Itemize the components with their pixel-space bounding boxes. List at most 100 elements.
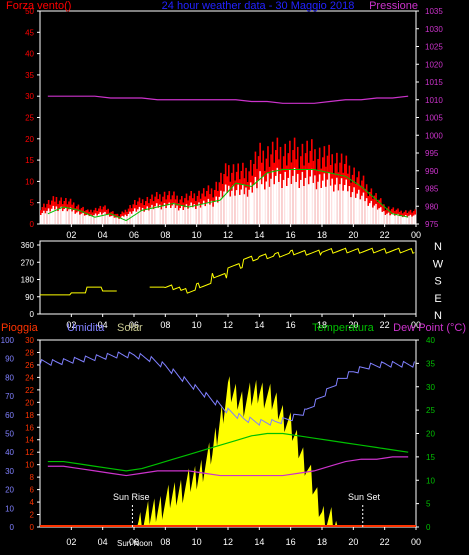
wind-min-bar [124, 214, 127, 224]
x-tick-label: 10 [192, 230, 202, 240]
wind-avg-line [47, 168, 409, 222]
wind-min-bar [340, 178, 343, 224]
wind-axis-label: Forza vento() [6, 0, 71, 12]
wind-min-bar [179, 208, 182, 224]
direction-axis-ticks: 0 90 180 270 360 [21, 241, 40, 319]
wind-min-bar [157, 207, 160, 224]
wind-min-bar [154, 206, 156, 224]
wind-min-bar [318, 174, 321, 224]
wind-min-bar [149, 207, 152, 224]
humidity-temperature-marks [39, 351, 416, 527]
x-tick-label: 00 [411, 320, 421, 330]
wind-min-bar [235, 190, 238, 224]
wind-min-bar [409, 214, 412, 224]
wind-min-bar [110, 216, 113, 224]
pressure-tick-label: 1035 [425, 7, 443, 16]
wind-min-bar [148, 210, 150, 224]
humidity-tick-label: 90 [5, 355, 14, 364]
wind-min-bar [107, 214, 109, 224]
wind-min-bar [57, 211, 59, 224]
wind-min-bar [281, 188, 283, 224]
wind-min-bar [337, 190, 340, 224]
wind-min-bar [405, 215, 407, 224]
wind-min-bar [383, 211, 385, 224]
wind-min-bar [251, 192, 254, 224]
wind-min-bar [256, 188, 258, 224]
humidity-line [39, 351, 415, 426]
wind-min-bar [224, 184, 227, 224]
pressure-tick-label: 1015 [425, 78, 443, 87]
wind-min-bar [311, 168, 313, 224]
pressure-axis-label: Pressione [369, 0, 418, 12]
pressure-tick-label: 1030 [425, 25, 443, 34]
wind-pressure-panel: 24 hour weather data - 30 Maggio 2018 Fo… [6, 0, 443, 240]
wind-min-bar [58, 208, 61, 224]
temperature-tick-label: 30 [426, 383, 435, 392]
wind-min-bar [77, 211, 80, 224]
temperature-tick-label: 40 [426, 336, 435, 345]
wind-min-bar [152, 209, 155, 224]
wind-min-bar [249, 182, 252, 224]
wind-min-bar [182, 209, 185, 224]
wind-min-bar [364, 201, 366, 224]
x-tick-label: 02 [66, 537, 76, 547]
wind-min-bar [362, 192, 365, 224]
direction-line [40, 286, 117, 296]
wind-min-bar [389, 215, 391, 224]
wind-min-bar [181, 205, 183, 224]
rain-tick-label: 2 [30, 511, 35, 520]
wind-tick-label: 50 [25, 7, 34, 16]
wind-min-bar [365, 198, 368, 224]
direction-marks [40, 247, 415, 296]
x-tick-label: 12 [223, 537, 233, 547]
wind-min-bar [94, 213, 97, 224]
wind-min-bar [52, 205, 55, 224]
wind-min-bar [65, 207, 67, 224]
wind-min-bar [74, 213, 77, 224]
wind-min-bar [353, 187, 355, 224]
wind-min-bar [151, 204, 153, 224]
temperature-tick-label: 25 [426, 406, 435, 415]
x-tick-label: 10 [192, 320, 202, 330]
rain-tick-label: 12 [25, 448, 34, 457]
x-tick-label: 18 [317, 537, 327, 547]
wind-min-bar [112, 215, 114, 224]
wind-min-bar [166, 205, 169, 224]
rain-tick-label: 10 [25, 461, 34, 470]
wind-min-bar [287, 177, 290, 224]
solar-axis-label: Solar [117, 322, 143, 334]
wind-tick-label: 40 [25, 50, 34, 59]
wind-min-bar [96, 215, 98, 224]
wind-min-bar [54, 209, 56, 224]
temperature-tick-label: 15 [426, 453, 435, 462]
temperature-axis-label: Temperatura [312, 322, 375, 334]
wind-min-bar [176, 205, 178, 224]
wind-min-bar [171, 205, 174, 224]
wind-min-bar [403, 216, 406, 224]
wind-min-bar [328, 172, 330, 224]
wind-min-bar [372, 207, 374, 224]
wind-min-bar [83, 215, 86, 224]
wind-tick-label: 45 [25, 28, 34, 37]
wind-min-bar [290, 183, 293, 224]
x-tick-label: 14 [254, 320, 264, 330]
wind-min-bar [260, 184, 263, 224]
wind-min-bar [397, 213, 399, 224]
wind-min-bar [240, 189, 243, 224]
x-tick-label: 22 [380, 230, 390, 240]
x-tick-label: 14 [254, 230, 264, 240]
wind-min-bar [375, 203, 377, 224]
sun-noon-label: Sun Noon [117, 539, 153, 548]
wind-min-bar [141, 207, 144, 224]
wind-min-bar [361, 195, 363, 224]
wind-min-bar [314, 175, 316, 224]
temperature-tick-label: 10 [426, 476, 435, 485]
wind-min-bar [209, 204, 211, 224]
wind-min-bar [400, 215, 402, 224]
rain-tick-label: 26 [25, 361, 34, 370]
wind-min-bar [246, 196, 249, 224]
wind-min-bar [168, 202, 171, 224]
wind-min-bar [79, 214, 81, 224]
wind-min-bar [220, 190, 222, 224]
wind-min-bar [232, 185, 235, 224]
